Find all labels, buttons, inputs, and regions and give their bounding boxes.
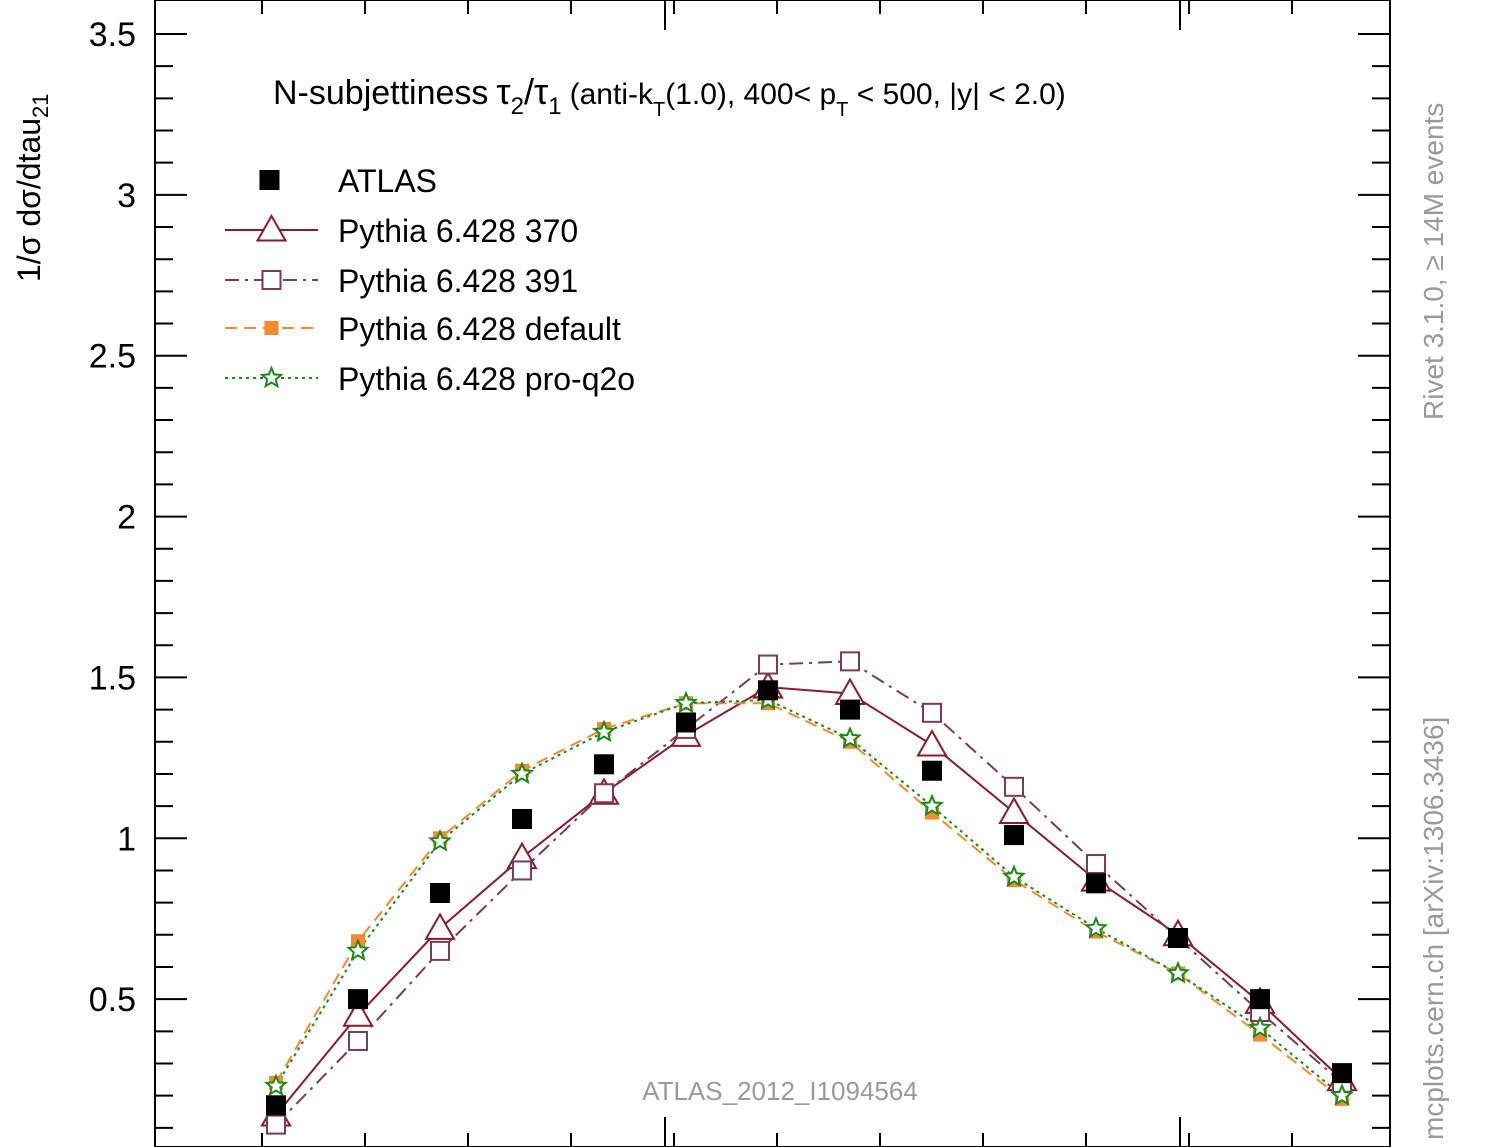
marker-pythia-370 xyxy=(916,728,948,757)
marker-atlas xyxy=(676,712,696,733)
legend-label: Pythia 6.428 pro-q2o xyxy=(338,361,635,397)
marker-pythia-370 xyxy=(342,999,374,1027)
marker-pythia-391 xyxy=(261,270,282,290)
y-tick-label: 1 xyxy=(117,820,136,858)
marker-pythia-391 xyxy=(512,860,532,881)
marker-pythia-pro-q2o xyxy=(1084,915,1108,939)
series-markers xyxy=(260,651,1358,1135)
marker-pythia-391 xyxy=(758,654,778,675)
marker-pythia-370 xyxy=(424,912,456,940)
marker-atlas xyxy=(348,989,368,1010)
marker-pythia-391 xyxy=(1004,776,1024,797)
marker-pythia-default xyxy=(264,321,279,335)
y-tick-label: 3.5 xyxy=(89,16,136,54)
marker-pythia-pro-q2o xyxy=(346,938,370,962)
marker-atlas xyxy=(512,808,532,829)
x-axis-ticks xyxy=(261,0,1293,1147)
marker-pythia-pro-q2o xyxy=(838,725,862,749)
marker-pythia-391 xyxy=(1086,854,1106,875)
marker-pythia-pro-q2o xyxy=(1248,1015,1272,1039)
marker-pythia-pro-q2o xyxy=(920,793,944,817)
marker-atlas xyxy=(1250,989,1270,1010)
marker-pythia-pro-q2o xyxy=(592,719,616,743)
marker-atlas xyxy=(430,882,450,903)
series-line-2 xyxy=(275,660,1343,1126)
series-line-4 xyxy=(275,698,1343,1097)
marker-pythia-pro-q2o xyxy=(1330,1083,1354,1106)
y-axis-label: 1/σ dσ/dtau21 xyxy=(11,93,53,282)
marker-pythia-391 xyxy=(594,783,614,804)
marker-atlas xyxy=(259,170,280,190)
legend-label: Pythia 6.428 default xyxy=(338,311,621,347)
legend: ATLAS Pythia 6.428 370 Pythia 6.428 391 Pyt… xyxy=(225,163,635,397)
marker-atlas xyxy=(1332,1063,1352,1084)
marker-atlas xyxy=(1168,928,1188,949)
marker-pythia-391 xyxy=(430,940,450,961)
chart-title: N-subjettiness τ2/τ1 (anti-kT(1.0), 400< p… xyxy=(273,71,1066,121)
marker-pythia-pro-q2o xyxy=(259,365,284,389)
y-tick-label: 2.5 xyxy=(89,338,136,376)
analysis-annotation: ATLAS_2012_I1094564 xyxy=(642,1076,918,1106)
marker-atlas xyxy=(758,680,778,701)
marker-pythia-391 xyxy=(922,702,942,723)
marker-atlas xyxy=(1086,873,1106,894)
marker-pythia-391 xyxy=(266,1114,286,1135)
marker-pythia-pro-q2o xyxy=(264,1073,288,1097)
series-lines xyxy=(275,660,1343,1126)
marker-atlas xyxy=(922,760,942,781)
plot-frame xyxy=(154,0,1391,1147)
legend-label: Pythia 6.428 391 xyxy=(338,263,578,299)
marker-atlas xyxy=(1004,825,1024,846)
y-axis-tick-labels: 0.5 1 1.5 2 2.5 3 3.5 xyxy=(89,16,136,1019)
legend-label: Pythia 6.428 370 xyxy=(338,213,578,249)
legend-label: ATLAS xyxy=(338,163,437,199)
side-text-mcplots: mcplots.cern.ch [arXiv:1306.3436] xyxy=(1418,717,1449,1140)
marker-pythia-391 xyxy=(348,1030,368,1051)
marker-pythia-pro-q2o xyxy=(1166,960,1190,984)
marker-atlas xyxy=(840,699,860,720)
marker-pythia-pro-q2o xyxy=(510,761,534,785)
y-tick-label: 3 xyxy=(117,177,136,215)
y-tick-label: 2 xyxy=(117,499,136,537)
marker-pythia-391 xyxy=(840,651,860,672)
marker-pythia-370 xyxy=(998,796,1030,825)
marker-atlas xyxy=(266,1095,286,1116)
marker-pythia-pro-q2o xyxy=(428,828,452,852)
marker-pythia-370 xyxy=(255,213,288,242)
side-text-rivet: Rivet 3.1.0, ≥ 14M events xyxy=(1418,103,1449,420)
marker-atlas xyxy=(594,754,614,775)
y-axis-ticks xyxy=(155,33,1390,1129)
y-tick-label: 1.5 xyxy=(89,659,136,697)
y-tick-label: 0.5 xyxy=(89,981,136,1019)
marker-pythia-pro-q2o xyxy=(1002,864,1026,888)
marker-pythia-pro-q2o xyxy=(674,690,698,714)
